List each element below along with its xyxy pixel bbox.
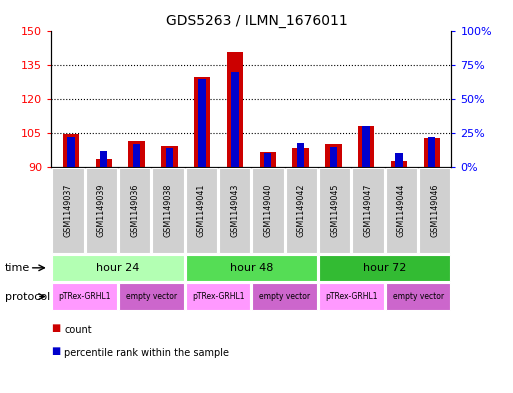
Text: GSM1149043: GSM1149043 — [230, 184, 239, 237]
Bar — [428, 137, 436, 167]
Text: GSM1149037: GSM1149037 — [64, 184, 72, 237]
Text: hour 24: hour 24 — [96, 263, 140, 273]
Bar — [95, 159, 112, 167]
Text: pTRex-GRHL1: pTRex-GRHL1 — [192, 292, 244, 301]
Bar — [297, 143, 304, 167]
Text: pTRex-GRHL1: pTRex-GRHL1 — [58, 292, 111, 301]
Bar — [396, 153, 403, 167]
Bar — [330, 147, 337, 167]
Bar — [264, 153, 271, 167]
Bar — [133, 144, 140, 167]
Bar — [227, 52, 243, 167]
Text: pTRex-GRHL1: pTRex-GRHL1 — [325, 292, 378, 301]
Bar — [260, 152, 276, 167]
Text: GSM1149041: GSM1149041 — [197, 184, 206, 237]
Bar — [67, 137, 75, 167]
Text: hour 72: hour 72 — [363, 263, 406, 273]
Text: GSM1149045: GSM1149045 — [330, 184, 339, 237]
Text: empty vector: empty vector — [126, 292, 177, 301]
Bar — [292, 148, 309, 167]
Text: GSM1149036: GSM1149036 — [130, 184, 139, 237]
Bar — [63, 134, 79, 167]
Text: GSM1149038: GSM1149038 — [164, 184, 172, 237]
Text: GSM1149047: GSM1149047 — [364, 184, 372, 237]
Bar — [231, 72, 239, 167]
Text: hour 48: hour 48 — [230, 263, 273, 273]
Bar — [161, 145, 177, 167]
Text: ■: ■ — [51, 346, 61, 356]
Text: GSM1149039: GSM1149039 — [97, 184, 106, 237]
Text: GSM1149044: GSM1149044 — [397, 184, 406, 237]
Text: GDS5263 / ILMN_1676011: GDS5263 / ILMN_1676011 — [166, 14, 347, 28]
Bar — [358, 127, 374, 167]
Text: GSM1149042: GSM1149042 — [297, 184, 306, 237]
Text: time: time — [5, 263, 30, 273]
Text: empty vector: empty vector — [392, 292, 444, 301]
Text: protocol: protocol — [5, 292, 50, 301]
Bar — [391, 162, 407, 167]
Text: percentile rank within the sample: percentile rank within the sample — [64, 348, 229, 358]
Bar — [199, 79, 206, 167]
Text: count: count — [64, 325, 92, 334]
Bar — [166, 148, 173, 167]
Bar — [325, 144, 342, 167]
Text: GSM1149046: GSM1149046 — [430, 184, 439, 237]
Bar — [424, 138, 440, 167]
Text: empty vector: empty vector — [259, 292, 310, 301]
Bar — [363, 126, 370, 167]
Text: GSM1149040: GSM1149040 — [264, 184, 272, 237]
Bar — [194, 77, 210, 167]
Text: ■: ■ — [51, 323, 61, 332]
Bar — [128, 141, 145, 167]
Bar — [100, 151, 107, 167]
